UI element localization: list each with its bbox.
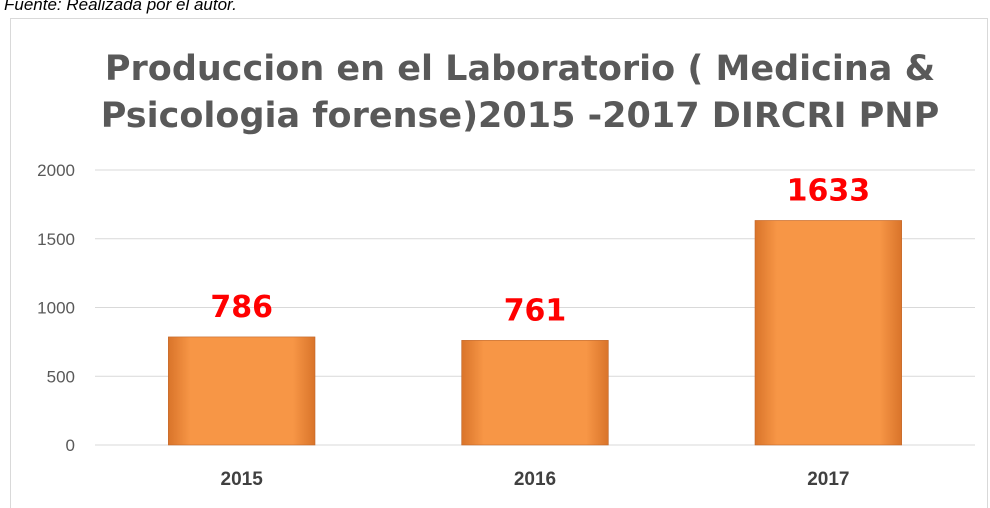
x-tick-label: 2017 xyxy=(807,469,849,490)
data-label: 1633 xyxy=(787,173,871,208)
y-tick-label: 2000 xyxy=(37,161,75,180)
chart-title: Psicologia forense)2015 -2017 DIRCRI PNP xyxy=(101,96,940,136)
bar xyxy=(461,340,609,446)
y-tick-label: 1000 xyxy=(37,299,75,318)
data-label: 761 xyxy=(504,293,567,328)
y-tick-label: 1500 xyxy=(37,230,75,249)
source-note: Fuente: Realizada por el autor. xyxy=(4,0,237,14)
bar xyxy=(754,220,902,446)
bar xyxy=(168,336,316,446)
x-tick-label: 2015 xyxy=(221,469,264,490)
chart-title: Produccion en el Laboratorio ( Medicina … xyxy=(105,49,935,89)
y-tick-label: 500 xyxy=(47,367,75,386)
data-label: 786 xyxy=(210,290,273,325)
x-tick-label: 2016 xyxy=(514,469,556,490)
y-tick-label: 0 xyxy=(66,436,75,455)
